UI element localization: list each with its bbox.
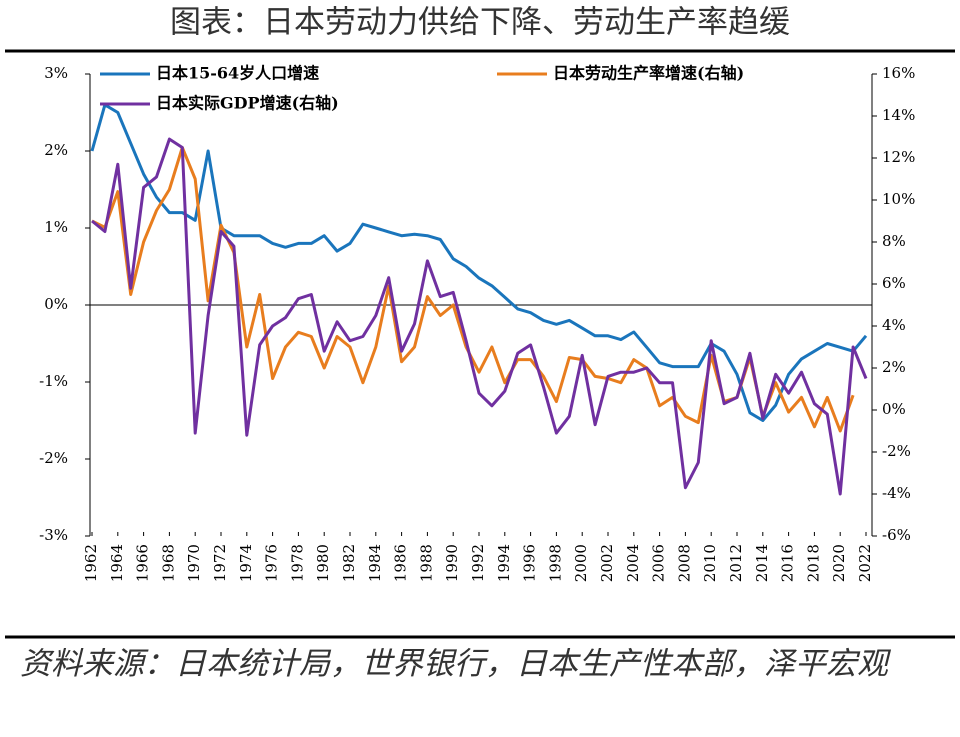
y-tick-label: 3%	[44, 64, 68, 82]
x-tick-label: 2000	[572, 544, 590, 582]
x-tick-label: 1970	[185, 544, 203, 582]
x-tick-label: 1962	[82, 544, 100, 582]
series-line	[91, 137, 868, 496]
y2-tick-label: 2%	[882, 358, 906, 376]
x-tick-label: 1982	[340, 544, 358, 582]
legend-label: 日本劳动生产率增速(右轴)	[553, 64, 744, 83]
x-tick-label: 1966	[134, 544, 152, 582]
y-tick-label: 1%	[44, 218, 68, 236]
legend-label: 日本实际GDP增速(右轴)	[156, 94, 339, 113]
x-tick-label: 2012	[727, 544, 745, 582]
y2-tick-label: 4%	[882, 316, 906, 334]
x-tick-label: 1986	[392, 544, 410, 582]
legend-label: 日本15-64岁人口增速	[156, 64, 319, 83]
y2-tick-label: 8%	[882, 232, 906, 250]
x-tick-label: 1992	[469, 544, 487, 582]
y2-tick-label: -4%	[882, 484, 911, 502]
y2-tick-label: -6%	[882, 526, 911, 544]
y2-tick-label: 12%	[882, 148, 915, 166]
x-tick-label: 1968	[159, 544, 177, 582]
x-tick-label: 1978	[288, 544, 306, 582]
x-tick-label: 1972	[211, 544, 229, 582]
x-tick-label: 2004	[624, 544, 642, 582]
x-tick-label: 2010	[701, 544, 719, 582]
y2-tick-label: 0%	[882, 400, 906, 418]
x-tick-label: 1974	[237, 544, 255, 582]
x-tick-label: 2016	[779, 544, 797, 582]
y-tick-label: -1%	[39, 372, 68, 390]
y2-tick-label: 14%	[882, 106, 915, 124]
y-tick-label: 2%	[44, 141, 68, 159]
x-tick-label: 2008	[675, 544, 693, 582]
x-tick-label: 2006	[650, 544, 668, 582]
x-tick-label: 1964	[108, 544, 126, 582]
chart-title: 图表：日本劳动力供给下降、劳动生产率趋缓	[170, 5, 790, 41]
x-tick-label: 2020	[830, 544, 848, 582]
x-tick-label: 1996	[521, 544, 539, 582]
y2-tick-label: 6%	[882, 274, 906, 292]
source-note: 资料来源：日本统计局，世界银行，日本生产性本部，泽平宏观	[20, 646, 888, 682]
y-tick-label: -3%	[39, 526, 68, 544]
y-tick-label: 0%	[44, 295, 68, 313]
x-tick-label: 2022	[856, 544, 874, 582]
x-tick-label: 2002	[598, 544, 616, 582]
x-tick-label: 1984	[366, 544, 384, 582]
x-tick-label: 2014	[753, 544, 771, 582]
x-tick-label: 1988	[417, 544, 435, 582]
x-tick-label: 2018	[804, 544, 822, 582]
y2-tick-label: -2%	[882, 442, 911, 460]
x-tick-label: 1998	[546, 544, 564, 582]
x-tick-label: 1990	[443, 544, 461, 582]
y-tick-label: -2%	[39, 449, 68, 467]
x-tick-label: 1980	[314, 544, 332, 582]
source-box: 资料来源：日本统计局，世界银行，日本生产性本部，泽平宏观	[20, 646, 888, 682]
x-tick-label: 1976	[263, 544, 281, 582]
y2-tick-label: 10%	[882, 190, 915, 208]
x-tick-label: 1994	[495, 544, 513, 582]
y2-tick-label: 16%	[882, 64, 915, 82]
